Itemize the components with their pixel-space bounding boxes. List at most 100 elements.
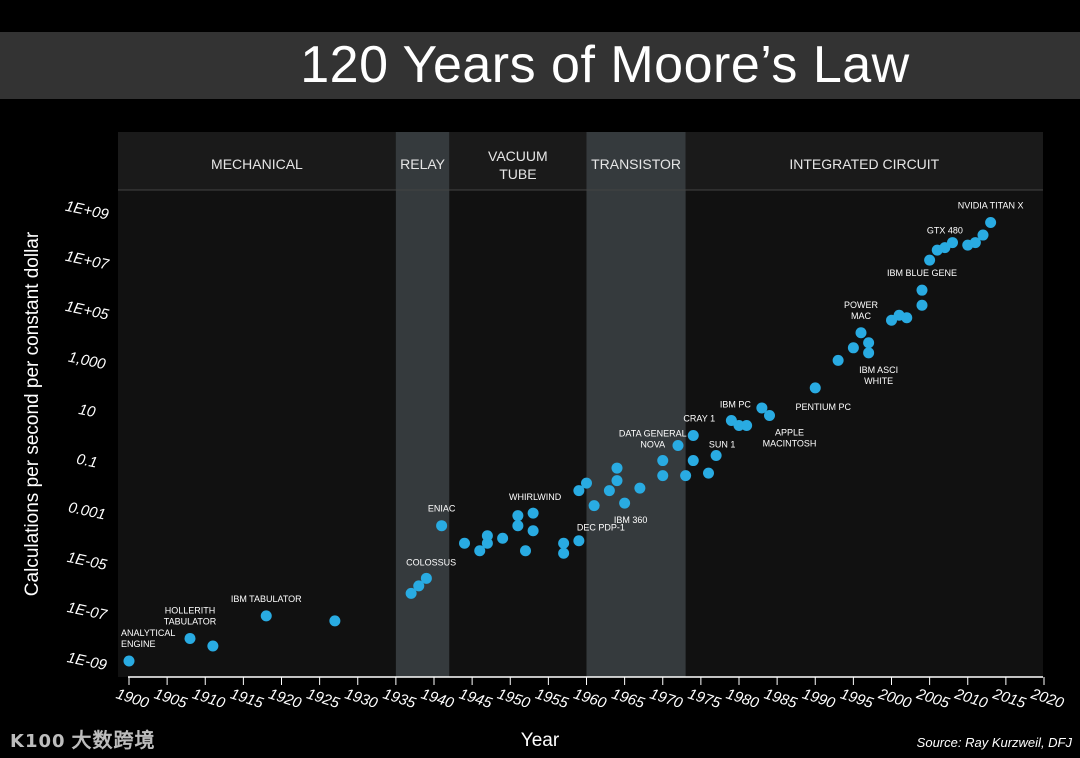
y-tick-label-0.001: 0.001 xyxy=(67,499,107,523)
data-point-48 xyxy=(863,347,875,359)
y-tick-label-1E-05: 1E-05 xyxy=(66,549,109,574)
x-tick-label-1965: 1965 xyxy=(610,685,648,712)
data-point-53 xyxy=(916,284,928,296)
data-point-12 xyxy=(481,530,493,542)
x-tick-label-1985: 1985 xyxy=(762,685,800,712)
x-tick-label-1935: 1935 xyxy=(381,685,419,712)
era-band-3 xyxy=(586,132,686,677)
data-point-33 xyxy=(680,470,692,482)
data-point-16 xyxy=(520,545,531,557)
x-tick-label-1910: 1910 xyxy=(190,685,228,712)
point-label-14: POWER MAC xyxy=(844,300,879,321)
data-point-20 xyxy=(558,547,570,559)
data-point-60 xyxy=(977,229,989,241)
data-point-18 xyxy=(527,507,539,519)
y-axis-title: Calculations per second per constant dol… xyxy=(22,231,43,596)
data-point-2 xyxy=(207,640,219,652)
data-point-37 xyxy=(710,450,722,462)
y-tick-label-0.1: 0.1 xyxy=(75,451,99,472)
point-label-7: IBM 360 xyxy=(614,515,648,525)
data-point-8 xyxy=(436,520,448,532)
data-point-41 xyxy=(756,402,768,414)
point-label-1: HOLLERITH TABULATOR xyxy=(164,605,217,626)
x-tick-label-1970: 1970 xyxy=(648,685,686,712)
watermark-logo: K100 xyxy=(10,731,66,752)
x-tick-label-1945: 1945 xyxy=(457,685,495,712)
era-header-0 xyxy=(118,132,396,190)
data-point-22 xyxy=(573,485,585,497)
x-tick-label-2000: 2000 xyxy=(875,685,914,712)
data-point-3 xyxy=(260,610,272,622)
point-label-15: IBM ASCI WHITE xyxy=(859,365,898,386)
data-point-54 xyxy=(924,254,936,266)
data-point-5 xyxy=(405,587,417,599)
x-tick-label-1975: 1975 xyxy=(686,685,724,712)
y-tick-label-10: 10 xyxy=(77,401,97,421)
data-point-13 xyxy=(497,532,509,544)
data-point-43 xyxy=(809,382,821,394)
data-point-57 xyxy=(947,237,958,249)
x-axis-title: Year xyxy=(521,730,560,751)
data-point-19 xyxy=(558,537,570,549)
data-point-4 xyxy=(329,615,341,627)
title-bar: 120 Years of Moore’s Law xyxy=(0,32,1080,99)
data-point-34 xyxy=(687,430,699,441)
data-point-9 xyxy=(459,537,470,549)
point-label-13: PENTIUM PC xyxy=(795,402,851,412)
data-point-32 xyxy=(672,440,684,452)
x-tick-label-1960: 1960 xyxy=(571,685,609,712)
data-point-42 xyxy=(764,409,775,421)
x-tick-label-2020: 2020 xyxy=(1028,685,1067,712)
x-tick-label-2005: 2005 xyxy=(914,685,953,712)
y-tick-label-1E+09: 1E+09 xyxy=(64,198,111,224)
x-tick-label-2010: 2010 xyxy=(952,685,991,712)
era-band-1 xyxy=(395,132,450,677)
era-label-3: TRANSISTOR xyxy=(591,156,681,172)
data-point-51 xyxy=(901,312,913,324)
data-point-6 xyxy=(413,580,425,592)
x-tick-label-1920: 1920 xyxy=(266,685,304,712)
y-tick-label-1,000: 1,000 xyxy=(67,349,108,374)
data-point-45 xyxy=(847,342,859,354)
data-point-24 xyxy=(588,500,600,512)
data-point-30 xyxy=(657,470,669,482)
data-point-29 xyxy=(634,482,646,494)
x-tick-label-1905: 1905 xyxy=(152,685,190,712)
x-tick-label-1930: 1930 xyxy=(343,685,381,712)
point-label-9: CRAY 1 xyxy=(683,414,715,424)
watermark-text: 大数跨境 xyxy=(71,728,156,752)
data-point-39 xyxy=(733,419,745,431)
point-label-16: IBM BLUE GENE xyxy=(887,268,957,278)
y-tick-label-1E+05: 1E+05 xyxy=(64,298,111,324)
y-tick-label-1E-07: 1E-07 xyxy=(66,599,109,624)
data-point-25 xyxy=(603,485,615,497)
data-point-7 xyxy=(420,572,432,584)
point-label-2: IBM TABULATOR xyxy=(231,594,302,604)
data-point-17 xyxy=(527,525,539,537)
era-header-4 xyxy=(685,132,1043,190)
era-header-1 xyxy=(395,132,450,190)
x-tick-label-1995: 1995 xyxy=(838,685,876,712)
point-label-4: ENIAC xyxy=(428,504,456,514)
point-label-12: APPLE MACINTOSH xyxy=(763,427,817,448)
x-tick-label-1925: 1925 xyxy=(305,685,343,712)
plot-area xyxy=(118,132,1043,677)
era-header-2 xyxy=(449,132,587,190)
data-point-59 xyxy=(969,237,981,249)
data-point-1 xyxy=(184,632,196,644)
era-header-3 xyxy=(586,132,686,190)
data-point-47 xyxy=(863,337,875,349)
point-label-18: NVIDIA TITAN X xyxy=(958,201,1024,211)
point-label-0: ANALYTICAL ENGINE xyxy=(121,628,175,649)
data-point-35 xyxy=(687,455,699,467)
x-tick-label-1915: 1915 xyxy=(228,685,266,712)
era-label-2: VACUUM TUBE xyxy=(488,148,548,182)
data-point-46 xyxy=(855,327,867,339)
data-point-26 xyxy=(611,462,623,474)
point-label-11: IBM PC xyxy=(720,399,752,409)
x-tick-label-1955: 1955 xyxy=(533,685,571,712)
data-point-14 xyxy=(512,520,524,532)
point-label-3: COLOSSUS xyxy=(406,557,456,567)
source-credit: Source: Ray Kurzweil, DFJ xyxy=(917,735,1073,750)
